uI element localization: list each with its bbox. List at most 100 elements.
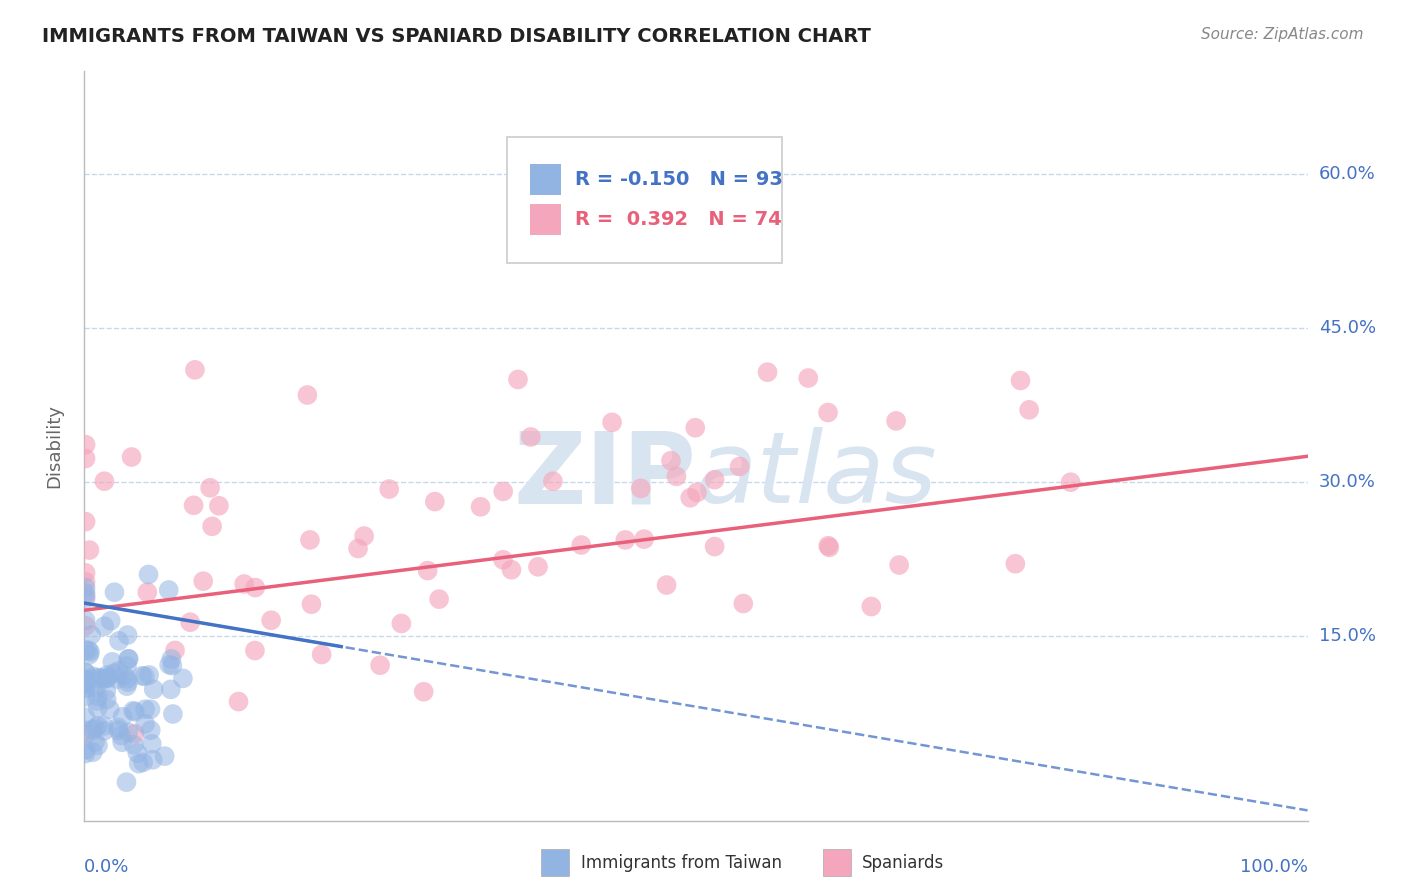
Point <box>569 538 592 552</box>
Text: Source: ZipAtlas.com: Source: ZipAtlas.com <box>1201 27 1364 42</box>
Text: R = -0.150   N = 93: R = -0.150 N = 93 <box>575 170 783 189</box>
Text: R =  0.392   N = 74: R = 0.392 N = 74 <box>575 211 782 229</box>
Point <box>75 591 97 606</box>
Point <box>75 747 97 761</box>
Point <box>162 658 184 673</box>
Point <box>124 727 146 741</box>
Point <box>860 599 883 614</box>
Point <box>686 485 709 500</box>
Point <box>633 532 655 546</box>
Text: Spaniards: Spaniards <box>862 854 943 871</box>
Point <box>139 723 162 738</box>
Point <box>184 363 207 377</box>
Point <box>134 702 156 716</box>
Point <box>75 581 97 595</box>
Point <box>117 725 139 739</box>
Point <box>655 578 678 592</box>
Point <box>103 585 125 599</box>
Point <box>93 672 115 686</box>
Point <box>427 592 450 607</box>
Point <box>122 704 145 718</box>
Point <box>1004 557 1026 571</box>
Point <box>87 719 110 733</box>
Point <box>75 566 97 580</box>
Point <box>501 563 523 577</box>
Point <box>134 669 156 683</box>
Point <box>183 498 205 512</box>
Point <box>887 558 910 572</box>
Text: 15.0%: 15.0% <box>1319 627 1375 645</box>
Point <box>201 519 224 533</box>
Point <box>117 628 139 642</box>
Point <box>124 705 146 719</box>
Point <box>520 430 543 444</box>
Point <box>86 701 108 715</box>
Point <box>93 619 115 633</box>
Point <box>82 745 104 759</box>
Point <box>297 388 319 402</box>
Point <box>311 648 333 662</box>
Text: 100.0%: 100.0% <box>1240 858 1308 876</box>
Point <box>416 564 439 578</box>
Text: IMMIGRANTS FROM TAIWAN VS SPANIARD DISABILITY CORRELATION CHART: IMMIGRANTS FROM TAIWAN VS SPANIARD DISAB… <box>42 27 872 45</box>
Point <box>107 723 129 738</box>
Point <box>492 484 515 499</box>
Point <box>107 720 129 734</box>
Point <box>103 666 125 681</box>
Point <box>659 453 682 467</box>
Point <box>683 421 706 435</box>
Point <box>75 586 97 600</box>
Point <box>506 372 529 386</box>
Text: 30.0%: 30.0% <box>1319 473 1375 491</box>
Point <box>96 692 118 706</box>
Point <box>298 533 321 547</box>
Point <box>75 681 97 696</box>
Point <box>75 673 97 687</box>
Text: Immigrants from Taiwan: Immigrants from Taiwan <box>581 854 782 871</box>
Point <box>141 737 163 751</box>
Point <box>142 682 165 697</box>
Point <box>101 655 124 669</box>
Point <box>172 672 194 686</box>
Point <box>110 729 132 743</box>
Point <box>630 481 652 495</box>
Point <box>75 675 97 690</box>
Point <box>79 645 101 659</box>
Point <box>75 680 97 694</box>
Point <box>139 702 162 716</box>
Point <box>90 671 112 685</box>
Point <box>75 742 97 756</box>
Point <box>115 679 138 693</box>
Point <box>93 474 115 488</box>
Point <box>160 652 183 666</box>
Text: 60.0%: 60.0% <box>1319 165 1375 183</box>
Point <box>347 541 370 556</box>
Point <box>153 749 176 764</box>
Point <box>75 590 97 604</box>
Point <box>84 735 107 749</box>
Point <box>93 719 115 733</box>
Point <box>100 614 122 628</box>
Point <box>115 672 138 686</box>
Point <box>112 668 135 682</box>
Point <box>163 643 186 657</box>
Point <box>665 469 688 483</box>
Point <box>703 473 725 487</box>
Point <box>98 702 121 716</box>
Point <box>84 681 107 695</box>
Point <box>87 690 110 704</box>
Text: 45.0%: 45.0% <box>1319 319 1376 337</box>
Point <box>77 648 100 662</box>
Point <box>96 672 118 686</box>
Point <box>77 643 100 657</box>
Point <box>733 597 755 611</box>
Point <box>245 581 267 595</box>
Point <box>389 616 412 631</box>
Text: atlas: atlas <box>696 427 938 524</box>
Point <box>75 723 97 738</box>
Point <box>162 706 184 721</box>
Point <box>817 539 839 553</box>
Point <box>614 533 637 547</box>
Point <box>208 499 231 513</box>
Point <box>83 670 105 684</box>
